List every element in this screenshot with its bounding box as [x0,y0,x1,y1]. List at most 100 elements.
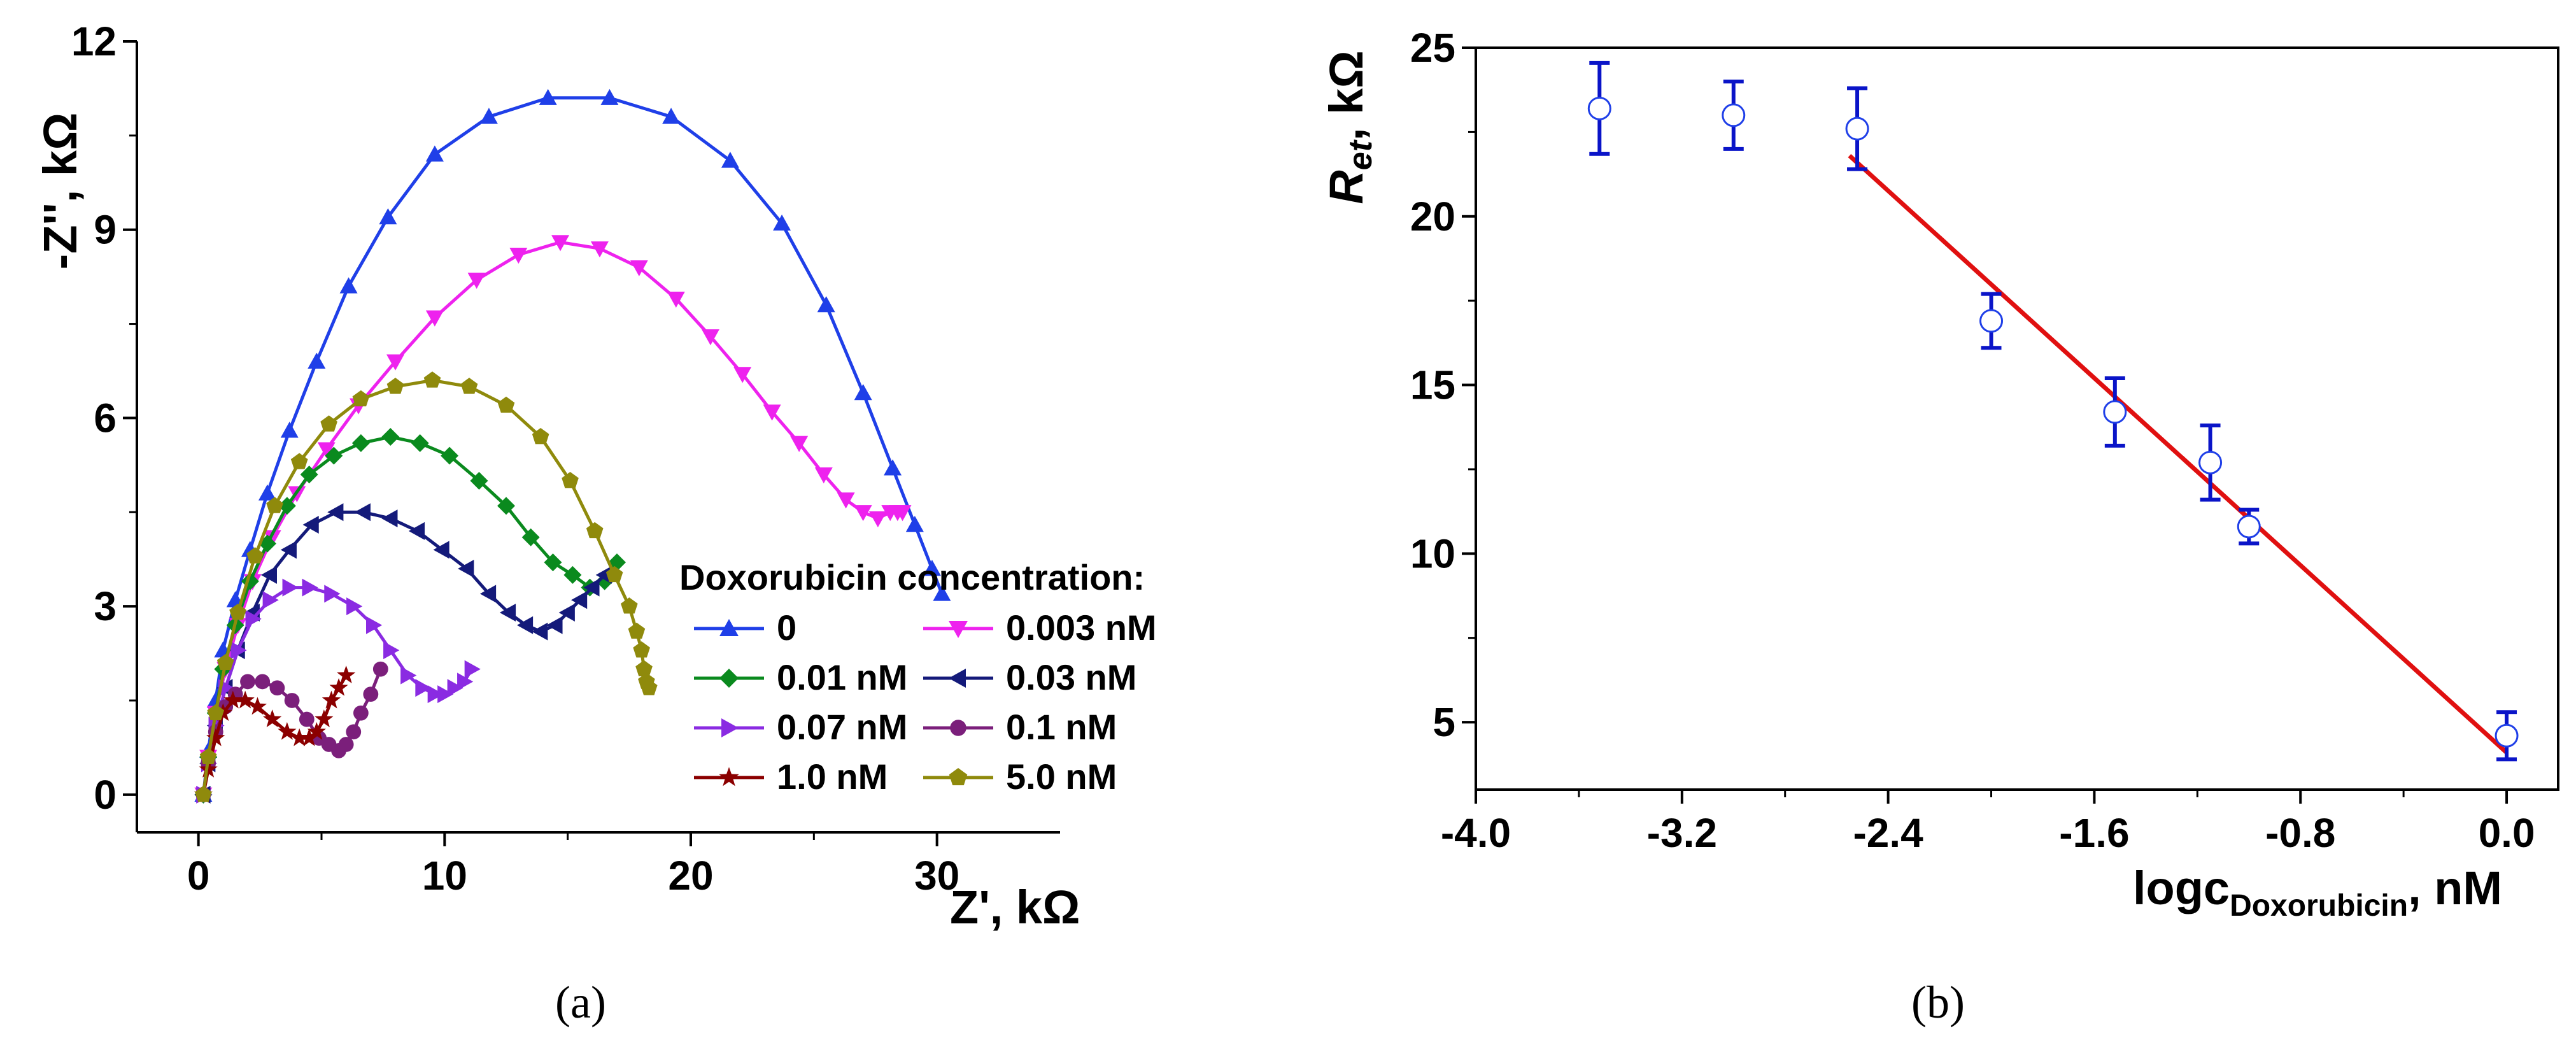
panel-a-legend-marker [949,621,968,638]
panel-a-data-point [300,466,318,484]
panel-a-data-point [600,89,619,105]
panel-b-x-axis-title: logcDoxorubicin, nM [2133,862,2502,923]
panel-a-data-point [479,108,498,124]
panel-a-data-point [558,604,575,622]
panel-a-series-0 [194,89,951,802]
panel-a-data-point [458,560,474,578]
panel-a-data-point [893,505,912,522]
panel-a-data-point [562,472,579,488]
panel-a-data-point [307,722,326,740]
panel-a-data-point [262,591,279,609]
panel-b-y-title-main: R [1320,170,1373,204]
panel-a-data-point [290,453,308,469]
panel-a-data-point [245,609,262,628]
panel-a-data-point [372,661,388,677]
panel-a-legend-label: 0.07 nM [777,707,907,747]
panel-a-x-axis-title: Z', kΩ [950,881,1080,934]
panel-a-data-point [467,273,486,289]
panel-a-y-tick-label: 12 [71,18,117,64]
panel-a-legend-entry-2: 0.01 nM [694,657,907,697]
panel-a-marks [194,89,951,804]
panel-a-data-point [868,511,887,528]
panel-a-data-point [464,660,481,678]
panel-a-legend-marker [949,768,968,786]
panel-a-legend-marker [950,720,966,736]
panel-a-data-point [299,711,315,727]
panel-b-x-title-suffix: , nM [2408,862,2502,914]
panel-a-data-point [814,467,833,484]
panel-a-data-point [354,503,371,522]
panel-b-y-tick-label: 10 [1410,530,1455,576]
panel-a-data-point [269,680,285,696]
panel-a-data-point [630,260,648,276]
panel-a-legend-marker [721,718,739,737]
panel-a-legend-label: 1.0 nM [777,757,888,797]
panel-a-data-point [258,484,276,501]
panel-a-data-point [337,665,356,684]
panel-a-data-point [790,436,809,452]
panel-a-data-point [551,235,570,252]
panel-a-data-point [346,724,362,740]
panel-a-data-point [423,371,441,388]
panel-a-data-point [460,378,478,394]
panel-a-data-point [905,516,924,532]
panel-a-data-point [605,565,623,583]
panel-a-series-7 [195,371,658,802]
panel-b-y-title-sub: et [1342,139,1379,170]
panel-a-data-point [324,585,341,603]
panel-a-x-tick-label: 0 [187,853,210,899]
panel-a-data-point [425,310,444,327]
panel-a-y-tick-label: 0 [94,772,117,818]
panel-a-series-line [201,674,348,795]
panel-a-data-point [408,522,425,540]
panel-a-data-point [595,565,612,584]
panel-a-data-point [317,442,336,459]
panel-a-data-point [441,446,459,465]
panel-a-data-point [351,434,370,452]
panel-a-data-point [284,693,300,708]
panel-b-plot-frame [1475,46,2559,791]
panel-b-data-point [2495,723,2519,748]
panel-a-data-point [282,578,299,597]
panel-a-data-point [322,690,341,709]
panel-a-legend-label: 0 [777,608,796,648]
panel-b-y-tick-label: 20 [1410,194,1455,239]
panel-a-data-point [338,737,354,752]
panel-a-x-tick-label: 20 [668,853,713,899]
panel-a-data-point [280,541,297,559]
panel-b-data-point-group [1587,60,1611,156]
panel-a-data-point [773,214,791,231]
panel-b-chart: -4.0 -3.2 -2.4 -1.6 -0.8 0.0 5 10 15 20 25 Ret, kΩ… [1320,25,2559,1028]
panel-a-data-point [315,709,334,728]
panel-a-legend-entry-3: 0.03 nM [923,657,1136,697]
panel-a-data-point [381,428,400,446]
panel-b-x-tick-label: -0.8 [2265,810,2335,856]
panel-a-data-point [621,597,638,614]
panel-a-data-point [411,434,429,452]
panel-b-y-tick-label: 5 [1433,699,1455,745]
panel-a-data-point [246,547,264,564]
panel-a-data-point [363,686,379,702]
panel-a-data-point [933,585,951,601]
panel-b-x-tick-label: -2.4 [1853,810,1923,856]
panel-b-x-title-sub: Doxorubicin [2230,889,2408,923]
panel-a-data-point [199,748,217,765]
panel-a-data-point [854,384,872,401]
panel-a-data-point [353,705,369,721]
panel-a-x-tick-label: 30 [914,853,959,899]
panel-b-data-point-group [2495,710,2519,762]
panel-a-legend-label: 0.003 nM [1006,608,1157,648]
panel-a-chart: 0 10 20 30 0 3 6 9 12 -Z'', kΩ Z', kΩ Doxorubici… [34,18,1157,1028]
panel-a-data-point [383,641,400,660]
panel-a-data-point [415,679,432,697]
panel-b-data-point [2103,400,2127,424]
panel-a-data-point [427,685,444,704]
panel-a-y-tick-label: 6 [94,395,117,441]
panel-b-x-tick-label: -4.0 [1441,810,1511,856]
panel-a-data-point [400,666,417,685]
panel-a-legend-label: 5.0 nM [1006,757,1117,797]
panel-a-data-point [206,728,225,746]
panel-a-data-point [590,241,609,258]
panel-a-data-point [633,641,650,658]
